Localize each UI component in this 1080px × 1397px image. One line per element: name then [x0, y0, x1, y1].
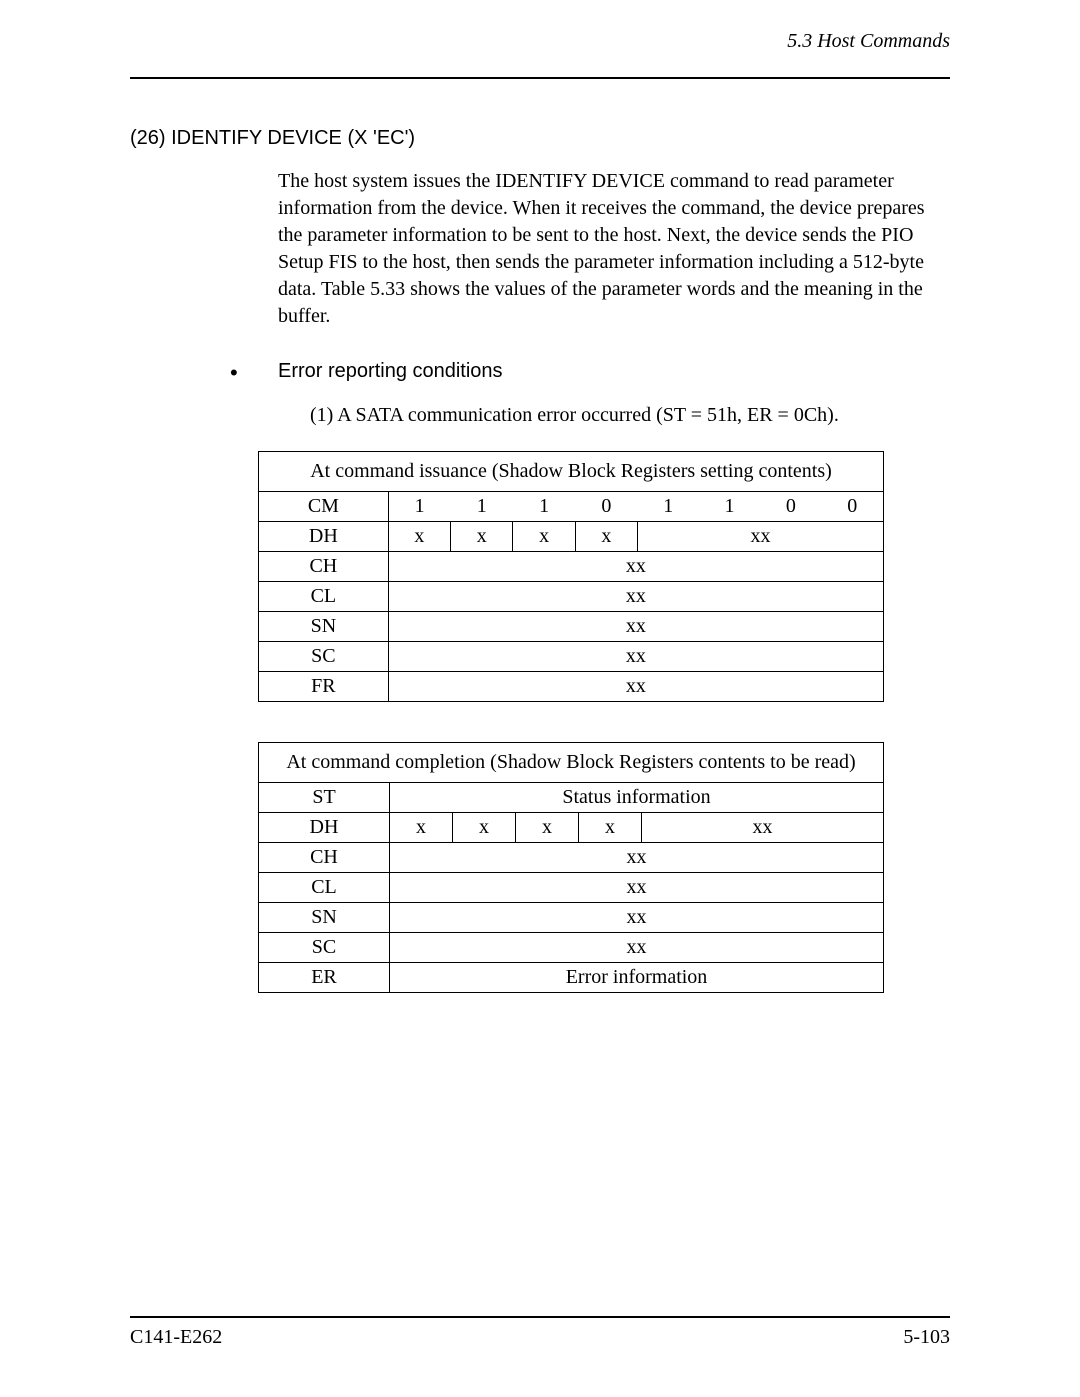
header-rule [130, 77, 950, 79]
cell: 1 [638, 492, 699, 522]
footer-left: C141-E262 [130, 1326, 222, 1349]
completion-table: At command completion (Shadow Block Regi… [258, 742, 884, 993]
footer-right: 5-103 [903, 1326, 950, 1349]
cell: 1 [513, 492, 575, 522]
cell-label: ER [259, 963, 390, 993]
body-paragraph: The host system issues the IDENTIFY DEVI… [278, 168, 950, 330]
table-row: SN xx [259, 612, 884, 642]
cell: xx [388, 552, 883, 582]
cell: xx [390, 933, 884, 963]
bullet-icon: • [230, 360, 278, 386]
table-row: ST Status information [259, 783, 884, 813]
cell-label: CL [259, 873, 390, 903]
cell: x [451, 522, 513, 552]
table-row: CL xx [259, 582, 884, 612]
cell: xx [638, 522, 884, 552]
cell: 1 [388, 492, 450, 522]
table2-caption: At command completion (Shadow Block Regi… [259, 743, 884, 783]
table1-caption: At command issuance (Shadow Block Regist… [259, 452, 884, 492]
cell: xx [388, 612, 883, 642]
page: 5.3 Host Commands (26) IDENTIFY DEVICE (… [0, 0, 1080, 1397]
table-row: CM 1 1 1 0 1 1 0 0 [259, 492, 884, 522]
cell: x [516, 813, 579, 843]
table-row: SC xx [259, 933, 884, 963]
cell: xx [390, 903, 884, 933]
cell-label: FR [259, 672, 389, 702]
bullet-item: • Error reporting conditions [230, 360, 950, 386]
cell-label: CL [259, 582, 389, 612]
cell: 1 [699, 492, 760, 522]
cell-label: DH [259, 813, 390, 843]
table-row: CH xx [259, 552, 884, 582]
cell-label: SC [259, 933, 390, 963]
cell-label: DH [259, 522, 389, 552]
cell-label: SN [259, 903, 390, 933]
cell: x [388, 522, 450, 552]
cell: Error information [390, 963, 884, 993]
cell: 0 [822, 492, 884, 522]
cell: xx [388, 582, 883, 612]
cell: x [513, 522, 575, 552]
table-row: SC xx [259, 642, 884, 672]
cell: 0 [760, 492, 821, 522]
cell: xx [390, 873, 884, 903]
table-row: CL xx [259, 873, 884, 903]
table-row: SN xx [259, 903, 884, 933]
cell: x [579, 813, 642, 843]
cell-label: CM [259, 492, 389, 522]
cell: xx [390, 843, 884, 873]
issuance-table: At command issuance (Shadow Block Regist… [258, 451, 884, 702]
cell: 0 [575, 492, 637, 522]
cell: xx [388, 642, 883, 672]
cell-label: SC [259, 642, 389, 672]
cell: x [453, 813, 516, 843]
table-row: DH x x x x xx [259, 813, 884, 843]
cell: xx [388, 672, 883, 702]
cell: xx [642, 813, 884, 843]
cell: x [575, 522, 637, 552]
condition-text: (1) A SATA communication error occurred … [310, 404, 950, 427]
table-row: CH xx [259, 843, 884, 873]
cell-label: SN [259, 612, 389, 642]
cell: Status information [390, 783, 884, 813]
cell: 1 [451, 492, 513, 522]
cell-label: CH [259, 552, 389, 582]
bullet-text: Error reporting conditions [278, 360, 503, 383]
table-row: DH x x x x xx [259, 522, 884, 552]
section-title: (26) IDENTIFY DEVICE (X 'EC') [130, 127, 950, 150]
cell-label: ST [259, 783, 390, 813]
table-row: ER Error information [259, 963, 884, 993]
footer: C141-E262 5-103 [130, 1316, 950, 1349]
cell: x [390, 813, 453, 843]
table-row: FR xx [259, 672, 884, 702]
header-section: 5.3 Host Commands [130, 30, 950, 57]
cell-label: CH [259, 843, 390, 873]
